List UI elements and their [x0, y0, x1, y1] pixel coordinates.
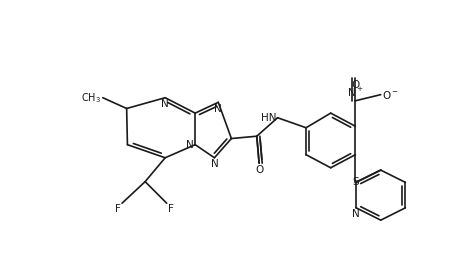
Text: S: S — [352, 177, 359, 187]
Text: N: N — [210, 159, 219, 169]
Text: N: N — [214, 104, 222, 114]
Text: N: N — [161, 99, 169, 109]
Text: N$^+$: N$^+$ — [347, 86, 364, 99]
Text: F: F — [168, 204, 174, 214]
Text: F: F — [115, 204, 120, 214]
Text: O: O — [351, 80, 359, 90]
Text: CH$_3$: CH$_3$ — [81, 91, 101, 105]
Text: O: O — [255, 165, 263, 175]
Text: O$^-$: O$^-$ — [383, 89, 399, 101]
Text: N: N — [186, 140, 194, 150]
Text: N: N — [352, 209, 360, 219]
Text: HN: HN — [261, 113, 277, 123]
